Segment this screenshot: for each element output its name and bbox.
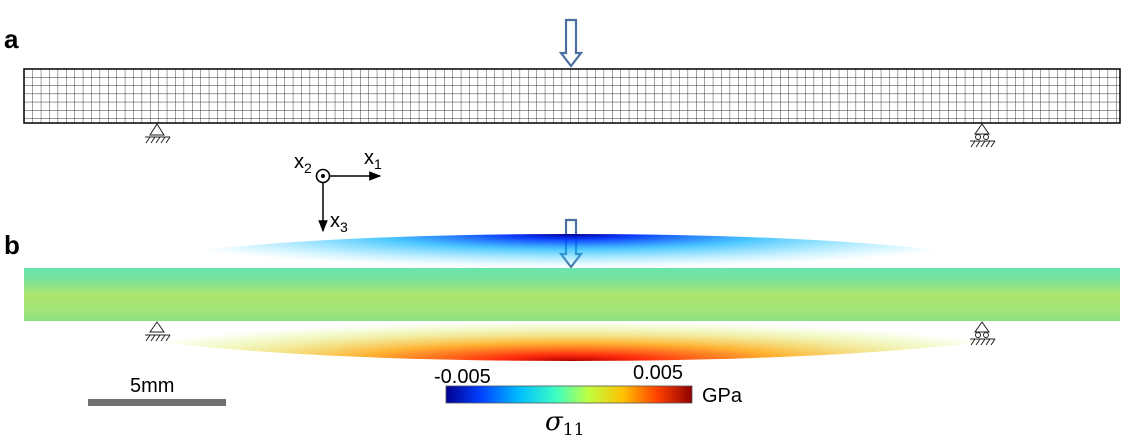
svg-text:x3: x3: [330, 210, 348, 235]
colorbar: -0.005 0.005 GPa σ11: [434, 362, 743, 439]
colorbar-unit: GPa: [702, 385, 743, 407]
coordinate-system: x2 x1 x3: [294, 147, 382, 235]
x3-label: x: [330, 210, 340, 232]
pin-support-icon: [145, 321, 171, 342]
svg-text:x2: x2: [294, 151, 312, 176]
x3-subscript: 3: [340, 219, 348, 235]
x1-label: x: [364, 147, 374, 169]
roller-support-icon: [970, 321, 996, 346]
roller-support-icon: [970, 123, 996, 148]
colorbar-min-label: -0.005: [434, 366, 491, 388]
svg-text:σ11: σ11: [545, 407, 584, 439]
stress-contour-beam: [24, 234, 1120, 361]
svg-text:x1: x1: [364, 147, 382, 172]
scale-bar: 5mm: [88, 375, 226, 406]
load-arrow-icon: [558, 18, 584, 68]
colorbar-max-label: 0.005: [633, 362, 683, 384]
x2-label: x: [294, 151, 304, 173]
panel-a-label: a: [4, 24, 19, 54]
x2-subscript: 2: [304, 160, 312, 176]
colorbar-quantity: σ: [545, 407, 564, 437]
beam-mesh: [23, 68, 1121, 124]
colorbar-quantity-subscript: 11: [563, 420, 585, 439]
scale-bar-label: 5mm: [130, 375, 174, 397]
panel-b-label: b: [4, 230, 20, 260]
x1-subscript: 1: [374, 156, 382, 172]
pin-support-icon: [145, 123, 171, 144]
